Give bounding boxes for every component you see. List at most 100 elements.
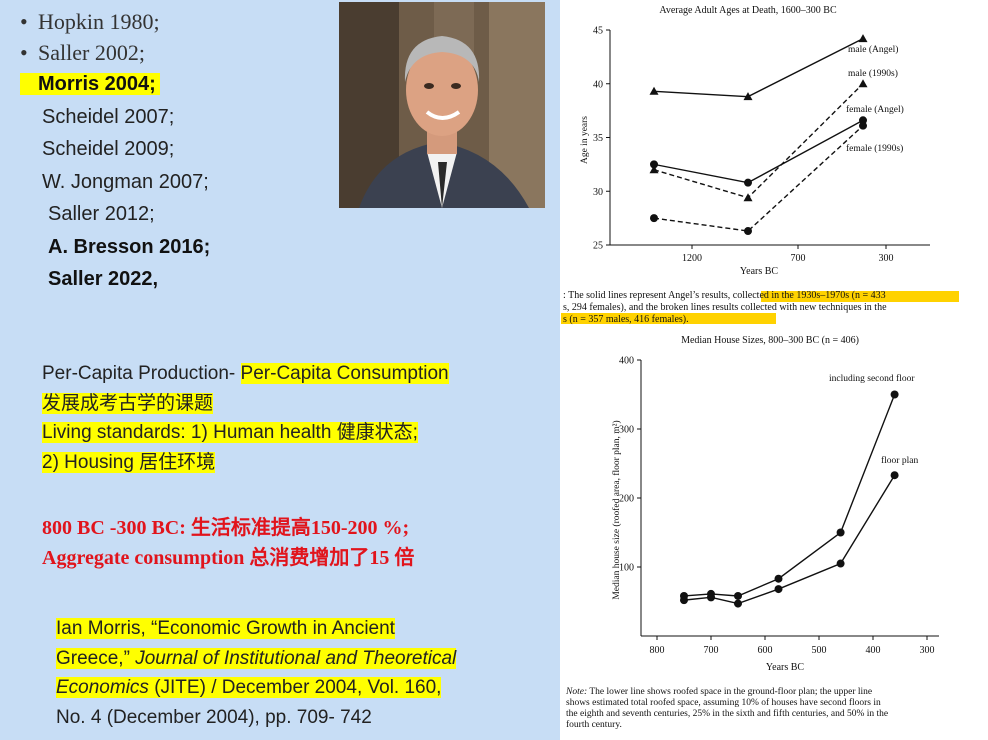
portrait-illustration (339, 2, 545, 208)
circle-marker (836, 528, 845, 537)
house-chart-svg: Median House Sizes, 800–300 BC (n = 406)… (565, 335, 939, 730)
reference-item: Scheidel 2007; (42, 105, 175, 128)
per-capita-line: 2) Housing 居住环境 (42, 448, 449, 478)
caption-line: s (n = 357 males, 416 females). (563, 314, 689, 325)
y-axis-label: Age in years (580, 116, 590, 164)
reference-bullet-item: • Hopkin 1980; (20, 6, 210, 37)
circle-marker (744, 178, 752, 187)
note-line: the eighth and seventh centuries, 25% in… (566, 708, 888, 719)
age-chart-svg: Average Adult Ages at Death, 1600–300 BC… (561, 5, 959, 325)
production-label: Per-Capita Production- (42, 363, 241, 384)
citation-text: Ian Morris, “Economic Growth in Ancient (56, 618, 395, 639)
living-standards-health: Living standards: 1) Human health 健康状态; (42, 422, 418, 443)
circle-marker (774, 574, 783, 583)
reference-item-bresson: A. Bresson 2016; (48, 235, 211, 258)
y-tick-label: 400 (619, 356, 634, 367)
circle-marker (836, 559, 845, 568)
series-label: female (Angel) (846, 104, 904, 115)
citation-text: Greece,” Journal of Institutional and Th… (56, 647, 457, 669)
reference-bullet-item: • Saller 2002; (20, 37, 210, 68)
caption-line: s, 294 females), and the broken lines re… (563, 302, 887, 313)
x-tick-label: 700 (791, 253, 806, 264)
x-tick-label: 1200 (682, 253, 702, 264)
house-chart-plot: including second floor floor plan (680, 373, 918, 608)
per-capita-text: Per-Capita Production- Per-Capita Consum… (42, 359, 449, 477)
bullet-icon: • (20, 9, 28, 34)
age-chart-plot: male (Angel) male (1990s) female (Angel) fe… (649, 34, 904, 236)
house-size-chart: Median House Sizes, 800–300 BC (n = 406)… (561, 330, 988, 740)
x-tick-label: 500 (812, 645, 827, 656)
reference-item-morris: Morris 2004; (20, 68, 210, 101)
x-tick-label: 700 (704, 645, 719, 656)
citation-line: Greece,” Journal of Institutional and Th… (56, 644, 457, 674)
y-tick-label: 200 (619, 494, 634, 505)
series-label: male (1990s) (848, 68, 898, 79)
series-label: floor plan (881, 455, 918, 466)
chart-title: Average Adult Ages at Death, 1600–300 BC (659, 5, 837, 16)
circle-marker (734, 599, 742, 608)
chart-title: Median House Sizes, 800–300 BC (n = 406) (681, 335, 859, 346)
y-tick-label: 40 (593, 79, 603, 90)
citation-line: No. 4 (December 2004), pp. 709- 742 (56, 706, 372, 728)
citation-line: Economics (JITE) / December 2004, Vol. 1… (56, 673, 456, 703)
living-standards-housing: 2) Housing 居住环境 (42, 451, 216, 473)
circle-marker (890, 471, 899, 480)
reference-item: W. Jongman 2007; (42, 170, 209, 193)
circle-marker (774, 585, 783, 594)
series-line (653, 119, 864, 184)
y-tick-label: 35 (593, 133, 603, 144)
caption-highlight (761, 291, 959, 302)
x-axis-label: Years BC (766, 662, 804, 673)
x-tick-label: 600 (758, 645, 773, 656)
note-line: Note: The lower line shows roofed space … (565, 686, 872, 697)
x-tick-label: 300 (879, 253, 894, 264)
per-capita-line: 发展成考古学的课题 (42, 389, 449, 419)
per-capita-line: Living standards: 1) Human health 健康状态; (42, 418, 449, 448)
series-line (683, 394, 896, 597)
reference-item-saller: Saller 2022, (48, 268, 159, 290)
series-label: male (Angel) (848, 44, 898, 55)
reference-text: Hopkin 1980; (38, 9, 160, 34)
journal-name: Economics (56, 677, 149, 698)
note-line: shows estimated total roofed space, assu… (566, 697, 881, 708)
circle-marker (744, 227, 752, 236)
y-tick-label: 300 (619, 425, 634, 436)
triangle-marker (743, 193, 753, 202)
growth-summary: 800 BC -300 BC: 生活标准提高150-200 %; Aggrega… (42, 513, 414, 573)
citation-text: Economics (JITE) / December 2004, Vol. 1… (56, 677, 442, 698)
portrait-photo (339, 2, 545, 208)
per-capita-line: Per-Capita Production- Per-Capita Consum… (42, 359, 449, 389)
house-chart-axes: 100 200 300 400 800 700 600 500 400 300 (619, 356, 939, 656)
series-line (683, 474, 896, 605)
caption-highlight (561, 313, 776, 324)
bullet-icon: • (20, 40, 28, 65)
y-tick-label: 30 (593, 187, 603, 198)
circle-marker (707, 593, 715, 602)
age-chart-axes: 25 30 35 40 45 1200 700 300 (593, 26, 930, 264)
y-tick-label: 45 (593, 26, 603, 37)
y-axis-label: Median house size (roofed area, floor pl… (611, 420, 622, 599)
triangle-marker (649, 86, 659, 95)
x-axis-label: Years BC (740, 266, 778, 277)
age-at-death-chart: Average Adult Ages at Death, 1600–300 BC… (561, 0, 988, 326)
circle-marker (680, 596, 688, 605)
caption-line: : The solid lines represent Angel’s resu… (563, 290, 886, 301)
y-tick-label: 100 (619, 563, 634, 574)
x-tick-label: 800 (650, 645, 665, 656)
series-line (653, 37, 864, 98)
reference-list: • Hopkin 1980; • Saller 2002; Morris 2004;… (20, 6, 210, 296)
citation-text-part: Greece,” (56, 647, 136, 669)
reference-item: Saller 2012; (48, 203, 155, 225)
reference-text: Morris 2004; (20, 73, 160, 95)
circle-marker (859, 121, 867, 130)
x-tick-label: 400 (866, 645, 881, 656)
note-text: The lower line shows roofed space in the… (587, 686, 872, 697)
note-label: Note: (565, 687, 587, 697)
citation: Ian Morris, “Economic Growth in Ancient … (56, 614, 457, 732)
circle-marker (650, 214, 658, 223)
circle-marker (890, 390, 899, 399)
consumption-label: Per-Capita Consumption (240, 363, 449, 384)
triangle-marker (858, 79, 868, 88)
triangle-marker (649, 165, 659, 174)
journal-name: Journal of Institutional and Theoretical (135, 647, 457, 669)
